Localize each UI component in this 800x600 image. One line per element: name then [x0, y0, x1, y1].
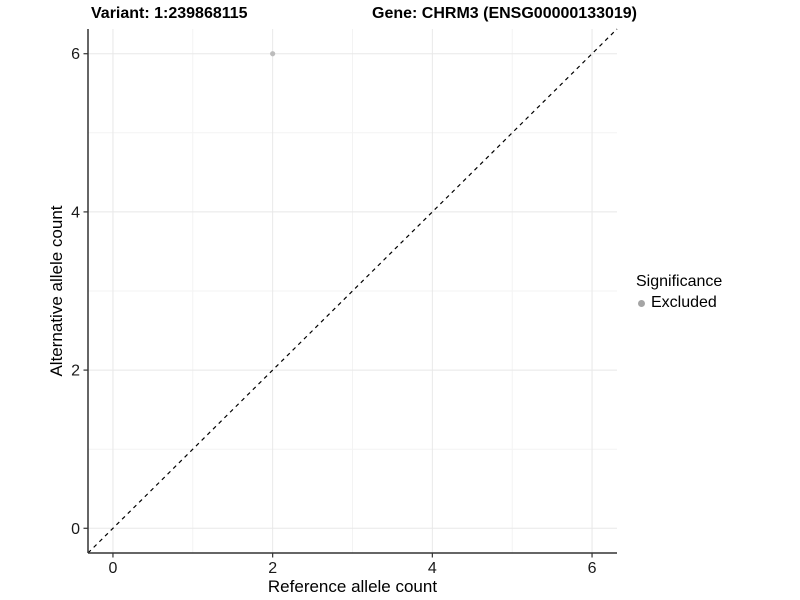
- y-axis-tick-label: 0: [71, 521, 80, 538]
- x-axis-tick-label: 2: [268, 560, 277, 577]
- legend-title: Significance: [636, 273, 723, 290]
- x-axis-title: Reference allele count: [267, 577, 438, 596]
- plot-title-variant: Variant: 1:239868115: [91, 5, 248, 22]
- y-axis-tick-label: 6: [71, 46, 80, 63]
- x-axis-tick-label: 0: [108, 560, 117, 577]
- legend: Significance Excluded: [636, 273, 722, 312]
- x-axis-tick-label: 6: [588, 560, 597, 577]
- x-axis-tick-label: 4: [428, 560, 437, 577]
- legend-item-label: Excluded: [651, 294, 717, 311]
- y-axis-tick-label: 4: [71, 204, 80, 221]
- plot-title-gene: Gene: CHRM3 (ENSG00000133019): [372, 5, 638, 22]
- excluded-point-icon: [638, 299, 645, 307]
- legend-item-excluded: Excluded: [636, 294, 722, 312]
- y-axis-tick-label: 2: [71, 363, 80, 380]
- data-point-excluded: [270, 51, 276, 57]
- y-axis-title: Alternative allele count: [47, 205, 66, 377]
